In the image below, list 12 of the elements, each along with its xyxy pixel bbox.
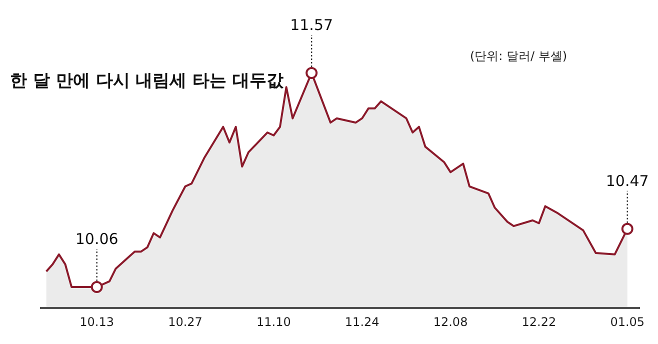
xtick: 01.05 — [610, 315, 645, 329]
xtick: 12.22 — [522, 315, 556, 329]
xtick: 10.13 — [80, 315, 114, 329]
title: 한 달 만에 다시 내림세 타는 대두값 — [10, 71, 284, 91]
xtick: 11.10 — [256, 315, 291, 329]
xtick: 12.08 — [433, 315, 468, 329]
value-label: 10.06 — [75, 230, 118, 248]
xtick: 10.27 — [168, 315, 202, 329]
value-label: 11.57 — [290, 16, 334, 34]
xtick: 11.24 — [344, 315, 380, 329]
annotation: (단위: 달러/ 부셸) — [470, 49, 568, 63]
value-label: 10.47 — [606, 172, 649, 190]
